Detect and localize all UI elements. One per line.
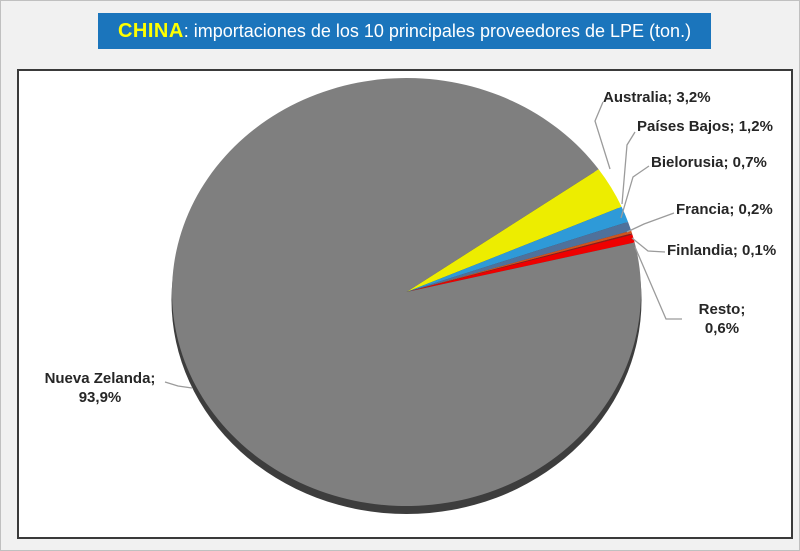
- slice-label-resto: Resto; 0,6%: [698, 301, 746, 337]
- slice-label-nueva-zelanda: Nueva Zelanda; 93,9%: [44, 370, 156, 406]
- slice-label-finlandia: Finlandia; 0,1%: [667, 242, 777, 259]
- title-highlight: CHINA: [117, 19, 184, 42]
- slice-label-paises-bajos: Países Bajos; 1,2%: [637, 118, 773, 135]
- title-text: : importaciones de los 10 principales pr…: [183, 20, 692, 41]
- slice-label-australia: Australia; 3,2%: [603, 89, 711, 106]
- slice-label-bielorusia: Bielorusia; 0,7%: [651, 154, 767, 171]
- slice-label-francia: Francia; 0,2%: [676, 201, 773, 218]
- plot-area: [17, 69, 793, 539]
- chart-title-banner: CHINA: importaciones de los 10 principal…: [98, 13, 711, 49]
